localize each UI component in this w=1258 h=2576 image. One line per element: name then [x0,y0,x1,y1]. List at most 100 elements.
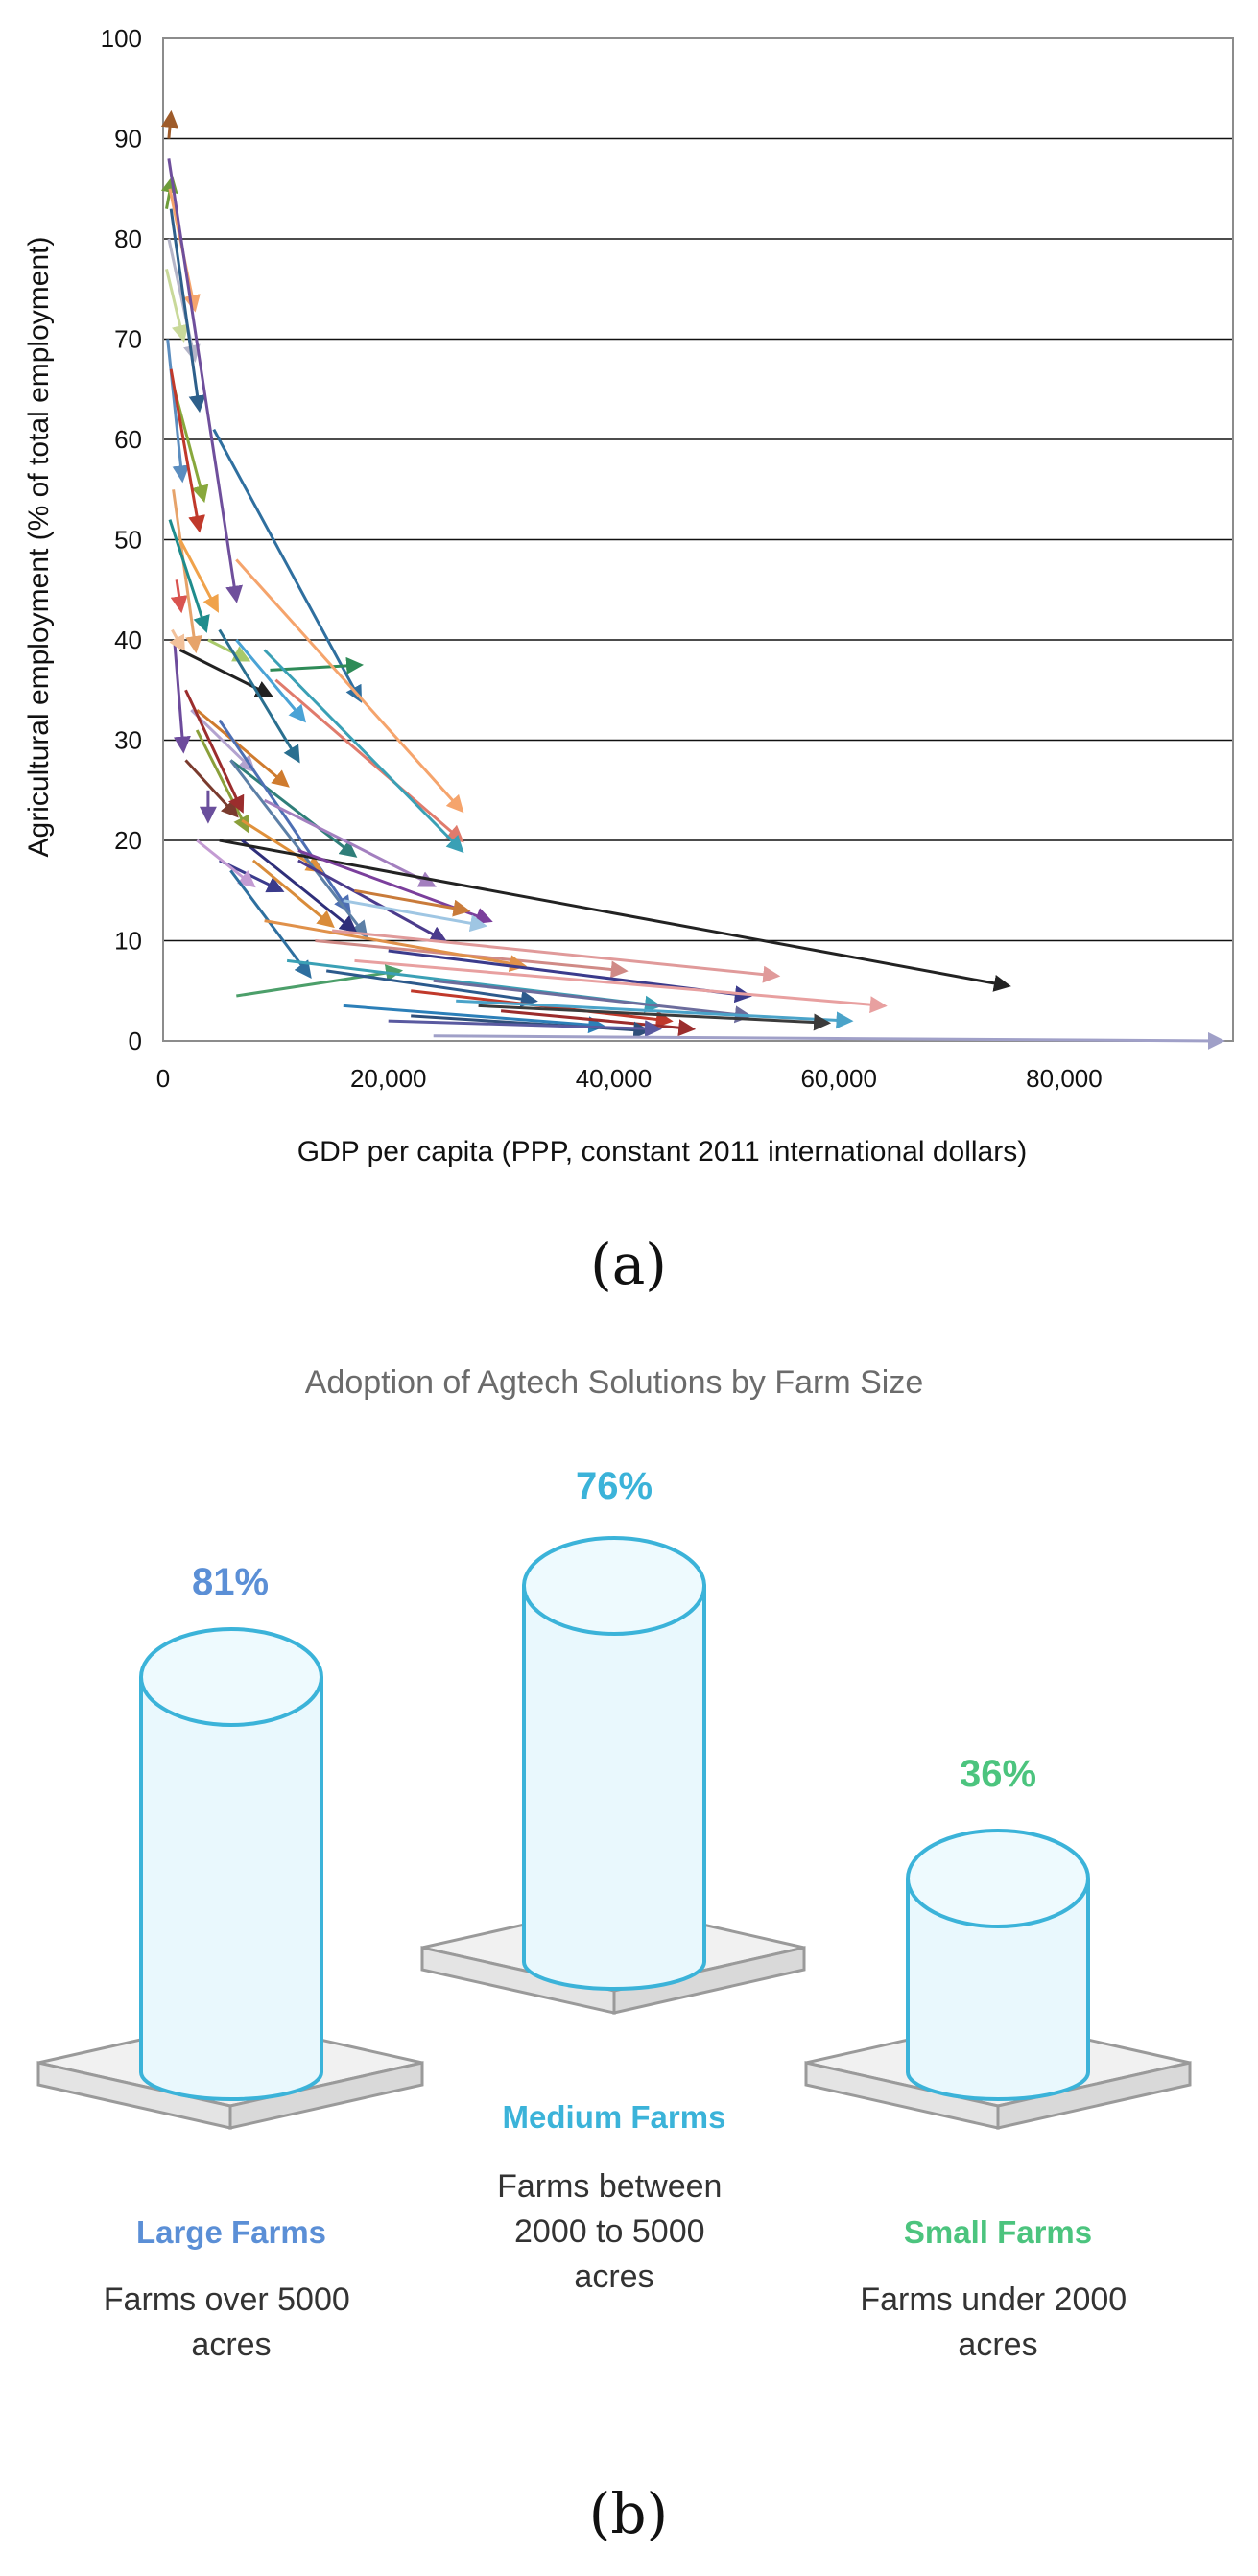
y-tick-label: 10 [114,927,142,956]
series-line-8 [173,389,209,504]
series-line-21 [235,558,464,814]
series-line-45 [354,888,471,917]
description-medium: Farms between 2000 to 5000 acres [497,2168,731,2295]
panel-a-chart: 0 10 20 30 40 50 60 70 80 90 100 0 20,000 40,000 60,0… [23,24,1234,1297]
series-line-31 [229,759,358,858]
series-line-6 [169,208,206,414]
description-large: Farms over 5000 acres [104,2281,359,2363]
series-line-18 [178,649,273,697]
series-line-12 [170,579,188,614]
series-line-51 [354,958,888,1014]
cylinder-medium-body [522,1586,706,1991]
series-line-58 [478,1004,832,1031]
platform-small-side-right [996,2061,1192,2130]
series-line-24 [218,628,300,764]
description-small: Farms under 2000 acres [860,2281,1135,2363]
series-line-11 [169,368,205,533]
y-axis-title: Agricultural employment (% of total empl… [23,237,55,858]
value-label-large: 81% [192,1561,269,1603]
panel-label-b: (b) [589,2481,668,2546]
category-label-medium: Medium Farms [503,2099,726,2135]
series-line-39 [241,839,358,934]
value-label-small: 36% [960,1753,1036,1795]
series-line-1 [160,109,178,139]
y-gridlines [163,137,1233,942]
panel-label-a: (a) [590,1232,667,1297]
series-line-55 [433,979,752,1024]
x-tick-label: 60,000 [800,1064,877,1093]
x-tick-label: 20,000 [350,1064,427,1093]
description-medium-line-1: Farms between [497,2168,722,2205]
series-line-25 [235,639,307,723]
x-tick-label: 80,000 [1026,1064,1103,1093]
cylinder-large-top [139,1627,323,1727]
series-line-16 [173,639,191,754]
series-line-5 [165,269,189,343]
series-line-59 [343,1004,606,1034]
series-line-17 [169,628,185,653]
x-tick-label: 40,000 [576,1064,653,1093]
y-tick-label: 80 [114,225,142,253]
series-line-34 [263,798,437,887]
bar-small-farms [804,1829,1192,2130]
series-line-54 [325,969,538,1008]
y-tick-label: 100 [101,24,142,53]
x-axis-title: GDP per capita (PPP, constant 2011 inter… [297,1136,1027,1168]
value-label-medium: 76% [576,1465,653,1507]
series-line-36 [184,689,245,814]
series-line-48 [264,919,528,972]
series-line-28 [195,729,249,834]
description-small-line-1: Farms under 2000 [860,2281,1127,2318]
category-label-large: Large Farms [136,2214,326,2250]
series-line-15 [168,519,210,633]
series-line-35 [229,759,368,939]
series-line-46 [229,869,312,979]
series-line-49 [331,929,781,983]
y-tick-label: 70 [114,325,142,354]
x-tick-label: 0 [156,1064,170,1093]
y-tick-label: 30 [114,726,142,755]
bar-large-farms [36,1627,424,2130]
y-tick-label: 0 [129,1027,142,1055]
description-large-line-1: Farms over 5000 [104,2281,350,2318]
platform-large-side-right [228,2061,424,2130]
y-tick-label: 20 [114,826,142,855]
panel-b-infographic: Adoption of Agtech Solutions by Farm Siz… [36,1364,1192,2546]
description-medium-line-3: acres [574,2258,653,2295]
series-line-7 [166,339,190,484]
cylinder-small-top [906,1829,1090,1928]
x-tick-labels: 0 20,000 40,000 60,000 80,000 [156,1064,1103,1093]
series-line-20 [207,638,251,662]
series-line-44 [343,899,488,933]
series-line-29 [184,759,239,818]
series-line-38 [196,839,256,888]
y-tick-label: 50 [114,526,142,555]
series-line-57 [456,999,854,1029]
series-line-52 [236,964,404,998]
series-line-26 [190,709,256,773]
description-large-line-2: acres [191,2327,271,2363]
y-tick-labels: 0 10 20 30 40 50 60 70 80 90 100 [101,24,142,1055]
series-line-23 [263,649,464,854]
chart-title: Adoption of Agtech Solutions by Farm Siz… [305,1364,923,1401]
series-line-14 [178,538,219,613]
series-line-43 [297,859,448,943]
series-line-9 [167,158,244,603]
description-small-line-2: acres [958,2327,1037,2363]
y-tick-label: 60 [114,425,142,454]
series-line-63 [433,1031,1225,1050]
series-lines [160,109,1225,1050]
cylinder-small-body [906,1879,1090,2101]
series-line-40 [251,859,335,929]
y-tick-label: 90 [114,125,142,154]
series-line-41 [219,839,1011,992]
y-tick-label: 40 [114,626,142,654]
series-line-27 [196,708,290,788]
description-medium-line-2: 2000 to 5000 [514,2213,705,2250]
series-line-13 [172,489,202,654]
bar-medium-farms [420,1536,806,2015]
series-line-10 [212,428,363,703]
cylinder-large-body [139,1677,323,2101]
platform-medium-side-right [612,1946,806,2015]
